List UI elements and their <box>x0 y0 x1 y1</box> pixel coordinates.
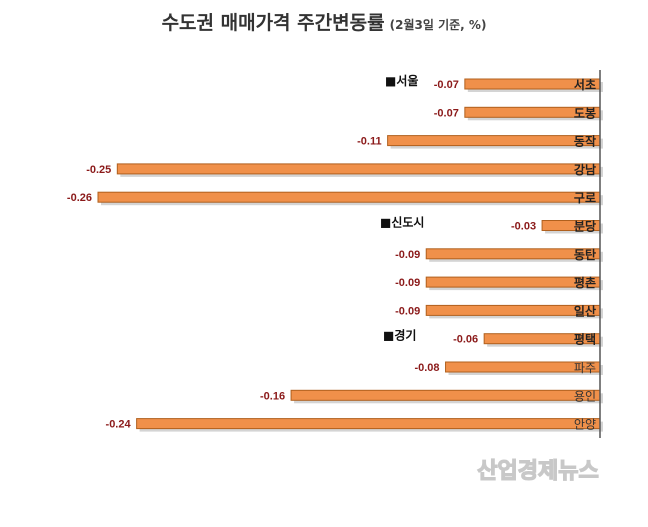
value-label: -0.07 <box>434 79 459 91</box>
bar <box>97 191 601 203</box>
value-label: -0.09 <box>395 305 420 317</box>
group-label: ■서울 <box>385 73 418 88</box>
value-label: -0.26 <box>67 192 92 204</box>
value-label: -0.25 <box>86 164 111 176</box>
value-label: -0.09 <box>395 277 420 289</box>
value-label: -0.16 <box>260 390 285 402</box>
bar <box>290 389 601 401</box>
value-label: -0.11 <box>357 136 381 148</box>
value-label: -0.24 <box>106 419 132 431</box>
category-label: 평촌 <box>574 275 596 290</box>
chart-title: 수도권 매매가격 주간변동률 (2월3일 기준, %) <box>0 8 648 35</box>
chart-title-main: 수도권 매매가격 주간변동률 <box>161 12 385 34</box>
bar <box>387 135 601 147</box>
category-label: 동탄 <box>574 247 596 262</box>
category-label: 평택 <box>574 332 596 347</box>
group-label: ■신도시 <box>380 215 424 230</box>
watermark: 산업경제뉴스 <box>477 459 598 484</box>
category-label: 구로 <box>574 191 596 205</box>
bar <box>136 418 601 430</box>
category-label: 서초 <box>574 77 596 92</box>
value-label: -0.06 <box>453 334 478 346</box>
category-label: 동작 <box>574 134 596 149</box>
value-label: -0.07 <box>434 107 459 119</box>
category-label: 분당 <box>574 219 596 234</box>
category-label: 파주 <box>574 361 596 375</box>
value-label: -0.03 <box>511 221 536 233</box>
category-label: 용인 <box>574 389 596 403</box>
category-label: 도봉 <box>574 106 596 120</box>
category-label: 강남 <box>574 162 596 177</box>
group-label: ■경기 <box>383 328 416 343</box>
bar <box>116 163 601 175</box>
chart-subtitle: (2월3일 기준, %) <box>389 18 487 32</box>
category-label: 안양 <box>574 418 596 432</box>
value-label: -0.08 <box>414 362 439 374</box>
category-label: 일산 <box>574 303 596 318</box>
value-label: -0.09 <box>395 249 420 261</box>
